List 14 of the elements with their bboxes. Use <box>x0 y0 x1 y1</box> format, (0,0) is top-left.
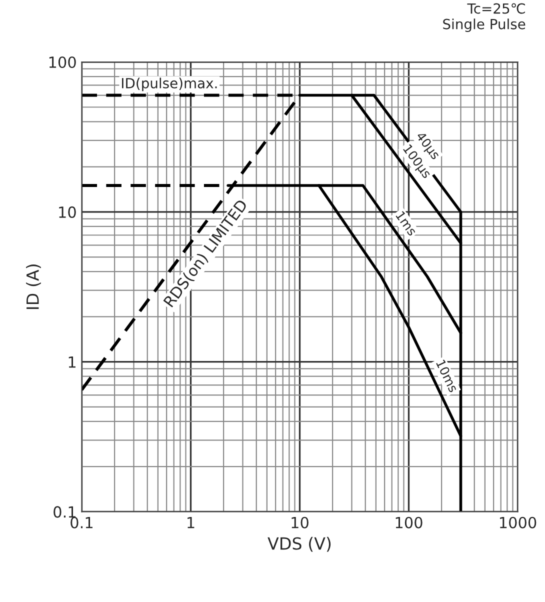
series-label: ID(pulse)max. <box>122 78 217 92</box>
y-axis-title: ID (A) <box>26 264 41 309</box>
y-tick-label: 10 <box>59 206 76 218</box>
y-tick-label: 0.1 <box>54 506 76 518</box>
x-tick-label: 10 <box>292 516 308 528</box>
x-tick-label: 1 <box>188 517 194 528</box>
y-tick-label: 100 <box>49 56 76 68</box>
x-tick-label: 100 <box>396 516 422 528</box>
text: 10ms <box>436 359 458 393</box>
y-tick-label: 1 <box>68 356 76 368</box>
x-axis-title: VDS (V) <box>268 536 331 552</box>
x-tick-label: 0.1 <box>70 516 92 528</box>
x-tick-label: 1000 <box>500 516 536 528</box>
chart-title: Tc=25℃ Single Pulse <box>443 3 526 32</box>
